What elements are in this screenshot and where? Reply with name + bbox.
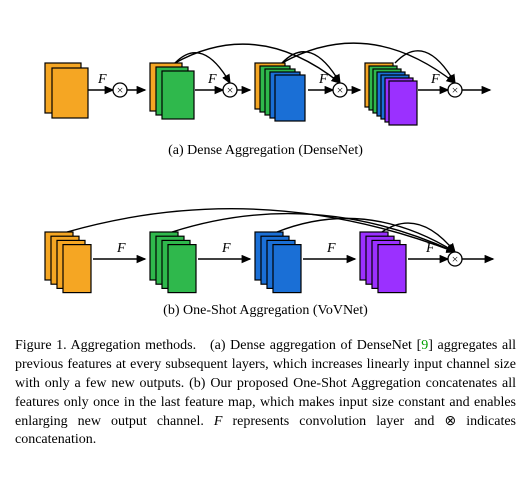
subcaption-a: (a) Dense Aggregation (DenseNet) (15, 143, 516, 159)
svg-text:×: × (337, 83, 344, 97)
svg-text:F: F (221, 241, 231, 256)
subcaption-b: (b) One-Shot Aggregation (VoVNet) (15, 303, 516, 319)
figure-label: Figure 1. (15, 338, 67, 353)
svg-text:F: F (425, 241, 435, 256)
diagram-a-svg: F F F F × × × × (15, 15, 515, 135)
svg-text:F: F (116, 241, 126, 256)
svg-text:F: F (326, 241, 336, 256)
svg-text:F: F (430, 72, 440, 87)
figure-title: Aggregation methods. (71, 338, 197, 353)
svg-text:×: × (452, 83, 459, 97)
svg-text:×: × (452, 252, 459, 266)
diagram-oneshot-aggregation: F F F F × (15, 177, 516, 295)
svg-text:×: × (227, 83, 234, 97)
diagram-b-svg: F F F F × (15, 177, 515, 295)
svg-text:F: F (318, 72, 328, 87)
svg-text:F: F (97, 72, 107, 87)
caption-part-a: (a) Dense aggregation of DenseNet [ (210, 338, 421, 353)
svg-text:F: F (207, 72, 217, 87)
figure-caption: Figure 1. Aggregation methods. (a) Dense… (15, 337, 516, 450)
svg-text:×: × (117, 83, 124, 97)
diagram-dense-aggregation: F F F F × × × × (15, 15, 516, 135)
